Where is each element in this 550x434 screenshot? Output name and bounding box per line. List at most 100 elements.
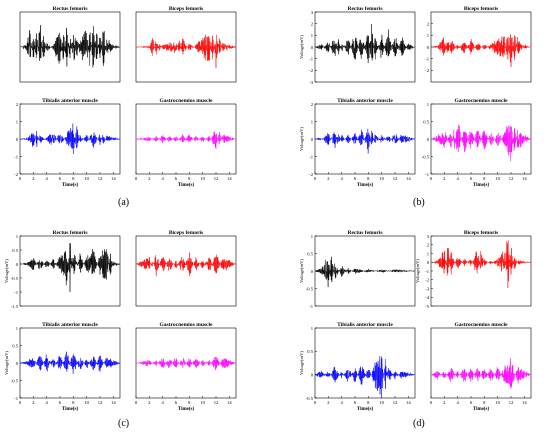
subplot-title: Gastrocnemius muscle: [455, 322, 508, 328]
x-tick-label: 4: [162, 176, 165, 181]
y-tick-label: 2: [16, 102, 19, 107]
y-tick-label: -1: [14, 396, 19, 401]
y-tick-label: 1: [427, 33, 430, 38]
x-tick-label: 4: [46, 400, 49, 405]
x-tick-label: 4: [457, 176, 460, 181]
x-tick-label: 10: [84, 400, 89, 405]
x-tick-label: 12: [214, 400, 219, 405]
x-tick-label: 4: [341, 400, 344, 405]
emg-series-line: [135, 356, 237, 371]
x-axis-label: Time(s): [357, 407, 374, 412]
x-tick-label: 2: [32, 400, 35, 405]
x-tick-label: 14: [522, 400, 527, 405]
y-tick-label: -0.5: [306, 396, 314, 401]
subplot-title: Tibialis anterior muscle: [337, 322, 393, 328]
x-tick-label: 2: [327, 400, 330, 405]
x-tick-label: 0: [19, 400, 22, 405]
x-tick-label: 8: [72, 400, 75, 405]
y-tick-label: 0: [16, 262, 19, 267]
y-tick-label: -3: [425, 286, 430, 291]
y-tick-label: -2: [309, 172, 314, 177]
x-tick-label: 14: [406, 400, 411, 405]
emg-series-line: [19, 123, 121, 154]
y-tick-label: 2: [311, 21, 314, 26]
emg-series-line: [19, 351, 121, 374]
plot-frame: [19, 235, 121, 307]
x-tick-label: 2: [443, 400, 446, 405]
x-tick-label: 6: [59, 400, 62, 405]
x-axis-label: Time(s): [357, 183, 374, 188]
y-tick-label: -0.5: [11, 378, 19, 383]
emg-series-line: [19, 243, 121, 292]
x-tick-label: 2: [443, 176, 446, 181]
emg-series-line: [135, 131, 237, 149]
x-tick-label: 8: [367, 176, 370, 181]
x-tick-label: 6: [354, 400, 357, 405]
emg-series-line: [430, 34, 532, 68]
x-tick-label: 10: [84, 176, 89, 181]
emg-series-line: [314, 356, 416, 399]
subplot-title: Rectus femoris: [53, 6, 88, 12]
plot-frame: [135, 235, 237, 307]
y-tick-label: -1: [425, 269, 430, 274]
x-tick-label: 0: [430, 400, 433, 405]
x-tick-label: 14: [111, 400, 116, 405]
subplot-title: Rectus femoris: [53, 230, 88, 236]
y-axis-label: Voltage(mV): [299, 127, 304, 151]
x-axis-label: Time(s): [473, 183, 490, 188]
y-axis-label: Voltage(mV): [4, 351, 9, 375]
y-tick-label: 3: [427, 234, 430, 239]
x-tick-label: 6: [59, 176, 62, 181]
y-tick-label: 0: [311, 372, 314, 377]
x-axis-label: Time(s): [62, 407, 79, 412]
subplot-title: Rectus femoris: [348, 6, 383, 12]
y-tick-label: -1: [309, 56, 314, 61]
emg-series-line: [19, 25, 121, 68]
y-tick-label: 1: [311, 234, 314, 239]
emg-series-line: [430, 124, 532, 162]
y-tick-label: -2: [14, 172, 19, 177]
y-tick-label: 1: [16, 234, 19, 239]
y-tick-label: -2: [425, 278, 430, 283]
x-tick-label: 12: [509, 176, 514, 181]
x-tick-label: 10: [495, 400, 500, 405]
y-tick-label: -1: [309, 154, 314, 159]
x-tick-label: 2: [148, 176, 151, 181]
y-axis-label: Voltage(mV): [299, 35, 304, 59]
y-tick-label: 0.5: [423, 119, 429, 124]
y-tick-label: 1: [16, 326, 19, 331]
y-tick-label: 0.5: [12, 248, 18, 253]
subplot-title: Rectus femoris: [348, 230, 383, 236]
y-tick-label: -1: [14, 154, 19, 159]
x-tick-label: 2: [32, 176, 35, 181]
y-tick-label: 0: [311, 45, 314, 50]
x-tick-label: 4: [162, 400, 165, 405]
x-tick-label: 14: [406, 176, 411, 181]
x-tick-label: 14: [522, 176, 527, 181]
x-tick-label: 14: [111, 176, 116, 181]
panel-label-d: (d): [413, 418, 425, 429]
x-tick-label: 0: [430, 176, 433, 181]
y-tick-label: 2: [427, 21, 430, 26]
x-tick-label: 12: [509, 400, 514, 405]
panel-label-b: (b): [413, 197, 425, 208]
x-tick-label: 4: [457, 400, 460, 405]
y-tick-label: 1: [427, 102, 430, 107]
x-axis-label: Time(s): [62, 183, 79, 188]
panel-label-c: (c): [118, 418, 130, 429]
x-tick-label: 10: [495, 176, 500, 181]
x-axis-label: Time(s): [178, 183, 195, 188]
x-tick-label: 6: [175, 176, 178, 181]
x-tick-label: 6: [175, 400, 178, 405]
y-tick-label: 1: [427, 251, 430, 256]
subplot-title: Biceps femoris: [464, 230, 498, 236]
plot-frame: [135, 103, 237, 175]
x-tick-label: 14: [227, 176, 232, 181]
y-tick-label: 0: [16, 137, 19, 142]
y-tick-label: -5: [425, 304, 430, 309]
x-tick-label: 6: [354, 176, 357, 181]
y-tick-label: 3: [311, 10, 314, 15]
y-tick-label: -0.5: [422, 154, 430, 159]
x-tick-label: 8: [483, 176, 486, 181]
y-tick-label: -0.5: [306, 286, 314, 291]
